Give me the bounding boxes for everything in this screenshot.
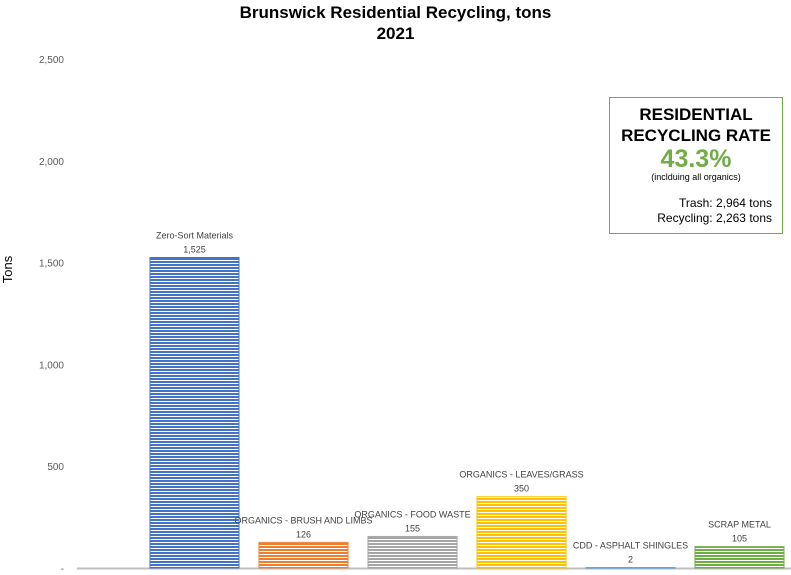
y-tick-label: 500 [47, 462, 64, 473]
category-label: CDD - ASPHALT SHINGLES [573, 541, 688, 551]
y-tick-label: 2,000 [39, 157, 64, 168]
y-tick-label: 1,500 [39, 259, 64, 270]
subtitle-line: 2021 [376, 24, 415, 43]
category-label: ORGANICS - FOOD WASTE [354, 509, 470, 519]
recycling-rate-value: 43.3% [660, 145, 732, 173]
callout-title-line1: RESIDENTIAL [639, 105, 753, 124]
callout-title-line2: RECYCLING RATE [621, 126, 771, 145]
y-tick-label: 2,500 [39, 55, 64, 66]
chart-title: Brunswick Residential Recycling, tons 20… [0, 2, 791, 44]
bar-1 [258, 541, 349, 569]
category-label: SCRAP METAL [708, 520, 771, 530]
y-tick-label: - [61, 564, 64, 575]
trash-total: Trash: 2,964 tons [679, 196, 772, 210]
callout-note: (inclduing all organics) [651, 172, 741, 182]
recycling-total: Recycling: 2,263 tons [657, 211, 772, 225]
bar-0 [149, 257, 240, 569]
title-line: Brunswick Residential Recycling, tons [239, 3, 552, 22]
category-label: ORGANICS - LEAVES/GRASS [459, 470, 583, 480]
data-label: 105 [732, 534, 747, 544]
category-label: Zero-Sort Materials [156, 231, 234, 241]
data-label: 350 [514, 484, 529, 494]
data-label: 1,525 [183, 245, 206, 255]
data-label: 155 [405, 523, 420, 533]
bar-5 [694, 546, 785, 569]
data-label: 126 [296, 529, 311, 539]
bar-3 [476, 496, 567, 569]
recycling-rate-callout: RESIDENTIAL RECYCLING RATE 43.3% (incldu… [609, 97, 783, 234]
category-label: ORGANICS - BRUSH AND LIMBS [234, 515, 372, 525]
y-tick-label: 1,000 [39, 360, 64, 371]
callout-title: RESIDENTIAL RECYCLING RATE [610, 104, 782, 146]
bar-2 [367, 535, 458, 569]
bar-4 [585, 567, 676, 569]
data-label: 2 [628, 555, 633, 565]
